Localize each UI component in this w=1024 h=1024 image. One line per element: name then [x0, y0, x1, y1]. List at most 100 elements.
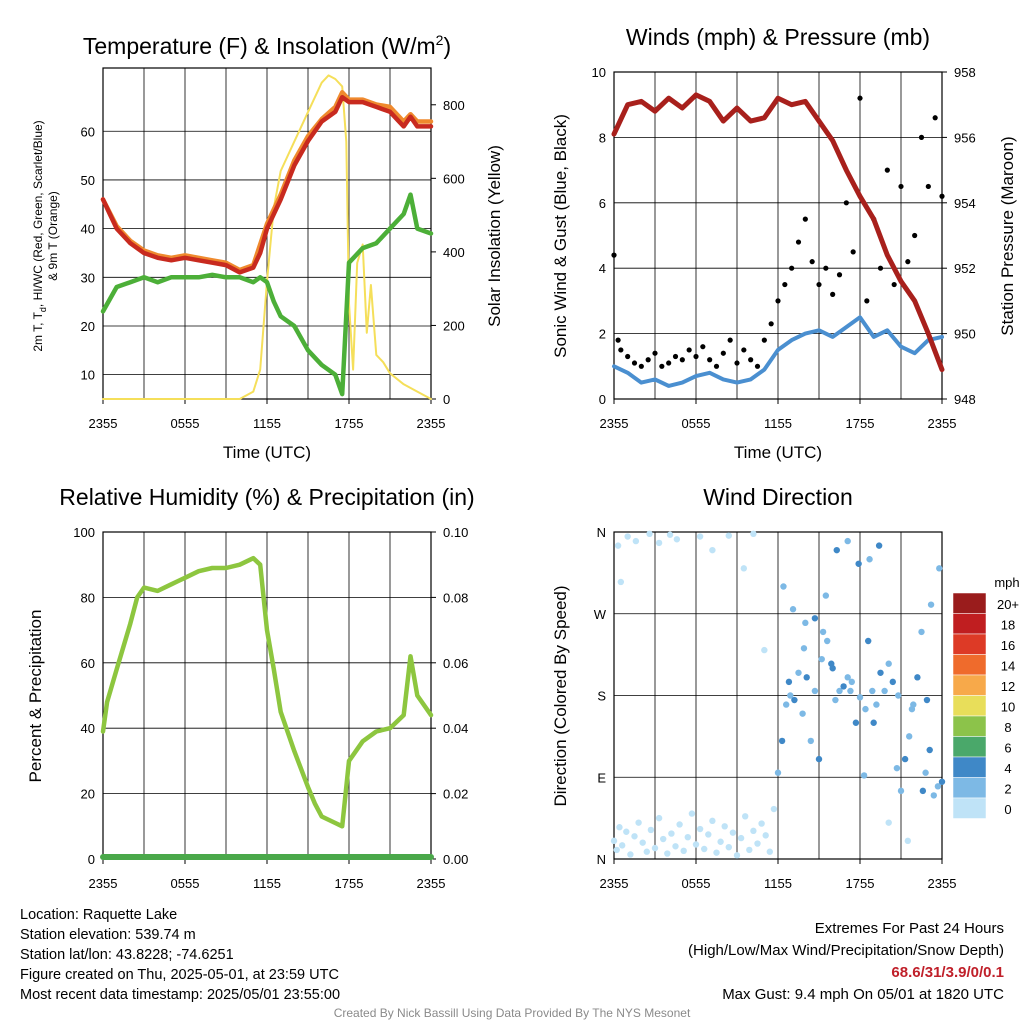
- y-tick-label: 60: [81, 124, 95, 139]
- direction-point: [766, 848, 773, 855]
- y2-tick-label: 200: [443, 318, 465, 333]
- y-tick-label: 10: [81, 368, 95, 383]
- direction-point: [635, 819, 642, 826]
- direction-point: [627, 851, 634, 858]
- direction-point: [762, 832, 769, 839]
- legend-label: 6: [1004, 741, 1011, 756]
- x-tick-label: 0555: [171, 876, 200, 891]
- legend-swatch: [952, 756, 987, 778]
- direction-point: [862, 705, 869, 713]
- direction-point: [803, 674, 810, 681]
- gust-point: [918, 134, 925, 140]
- direction-point: [646, 530, 653, 538]
- legend-swatch: [952, 695, 987, 717]
- x-tick-label: 0555: [682, 416, 711, 431]
- y-tick-label: N: [597, 525, 606, 540]
- x-tick-label: 1755: [335, 416, 364, 431]
- y-tick-label: 8: [599, 130, 606, 145]
- series-line-td: [100, 192, 434, 397]
- gust-point: [659, 363, 665, 369]
- direction-plot: 2355 0555 1155 1755 2355 N E S W N: [594, 525, 957, 891]
- y-tick-label: 4: [599, 261, 606, 276]
- gust-point: [693, 353, 699, 360]
- legend-swatch: [952, 715, 987, 737]
- direction-point: [750, 530, 757, 538]
- direction-point: [919, 787, 927, 795]
- gust-point: [672, 353, 679, 360]
- direction-point: [758, 820, 765, 827]
- y2-tick-label: 954: [954, 196, 976, 211]
- y2-tick-label: 0: [443, 392, 450, 407]
- x-tick-label: 2355: [928, 416, 957, 431]
- direction-point: [832, 696, 839, 704]
- direction-point: [914, 674, 921, 681]
- direction-point: [881, 687, 888, 695]
- gust-point: [898, 183, 904, 190]
- gust-point: [850, 249, 856, 255]
- series-line-sonic-wind: [612, 315, 944, 388]
- gust-point: [877, 265, 884, 271]
- y2-tick-label: 0.04: [443, 721, 468, 736]
- gust-point: [754, 363, 761, 369]
- series-line-station-pressure: [611, 92, 945, 373]
- legend-label: 10: [1001, 700, 1015, 715]
- y-tick-label: 40: [81, 222, 95, 237]
- y2-tick-label: 948: [954, 392, 976, 407]
- gust-point: [782, 281, 788, 288]
- gust-point: [713, 363, 720, 369]
- direction-point: [733, 852, 741, 859]
- x-tick-label: 2355: [600, 876, 629, 891]
- direction-point: [643, 848, 650, 855]
- extremes-heading: Extremes For Past 24 Hours: [814, 920, 1004, 937]
- direction-point: [799, 710, 806, 717]
- direction-point: [833, 546, 840, 554]
- wind-panel: Winds (mph) & Pressure (mb) 2355 0555 1155…: [551, 24, 1017, 462]
- y2-tick-label: 0.06: [443, 656, 468, 671]
- direction-point: [802, 619, 809, 627]
- gust-point: [761, 337, 767, 343]
- y2-tick-label: 958: [954, 65, 976, 80]
- direction-point: [692, 841, 700, 848]
- x-tick-label: 2355: [928, 876, 957, 891]
- legend-label: 18: [1001, 618, 1015, 633]
- x-tick-label: 1755: [846, 416, 875, 431]
- direction-point: [737, 834, 745, 842]
- direction-point: [847, 687, 854, 695]
- direction-point: [787, 692, 794, 699]
- series-line-insolation: [102, 74, 432, 400]
- x-tick-label: 2355: [600, 416, 629, 431]
- direction-point: [895, 692, 902, 699]
- gust-point: [741, 347, 747, 353]
- y2-tick-label: 0.00: [443, 852, 468, 867]
- y-tick-label: 80: [81, 590, 95, 605]
- y-tick-label: 30: [81, 270, 95, 285]
- direction-point: [651, 844, 659, 852]
- direction-point: [617, 578, 625, 586]
- credit-line: Created By Nick Bassill Using Data Provi…: [333, 1006, 691, 1020]
- direction-point: [673, 536, 681, 543]
- direction-point: [729, 829, 737, 836]
- y-tick-label: 2: [599, 327, 606, 342]
- temperature-x-axis-label: Time (UTC): [223, 443, 311, 462]
- y-tick-label: E: [597, 770, 606, 785]
- direction-point: [860, 772, 868, 779]
- direction-point: [680, 847, 687, 855]
- direction-point: [918, 628, 925, 636]
- gust-point: [809, 259, 815, 265]
- series-line-2m-t: [100, 94, 434, 275]
- y2-tick-label: 800: [443, 98, 465, 113]
- humidity-panel-title: Relative Humidity (%) & Precipitation (i…: [59, 484, 474, 510]
- gust-point: [686, 347, 692, 353]
- direction-point: [623, 828, 630, 835]
- pressure-y-axis-label: Station Pressure (Maroon): [998, 136, 1017, 335]
- gust-point: [905, 259, 911, 265]
- direction-point: [875, 542, 883, 549]
- direction-point: [923, 696, 931, 704]
- legend-label: 2: [1004, 782, 1011, 797]
- gust-point: [816, 281, 822, 288]
- legend-swatch: [952, 654, 987, 676]
- gust-point: [884, 167, 890, 173]
- wind-panel-title: Winds (mph) & Pressure (mb): [626, 24, 930, 50]
- temperature-panel-title: Temperature (F) & Insolation (W/m2): [83, 32, 451, 59]
- x-tick-label: 0555: [682, 876, 711, 891]
